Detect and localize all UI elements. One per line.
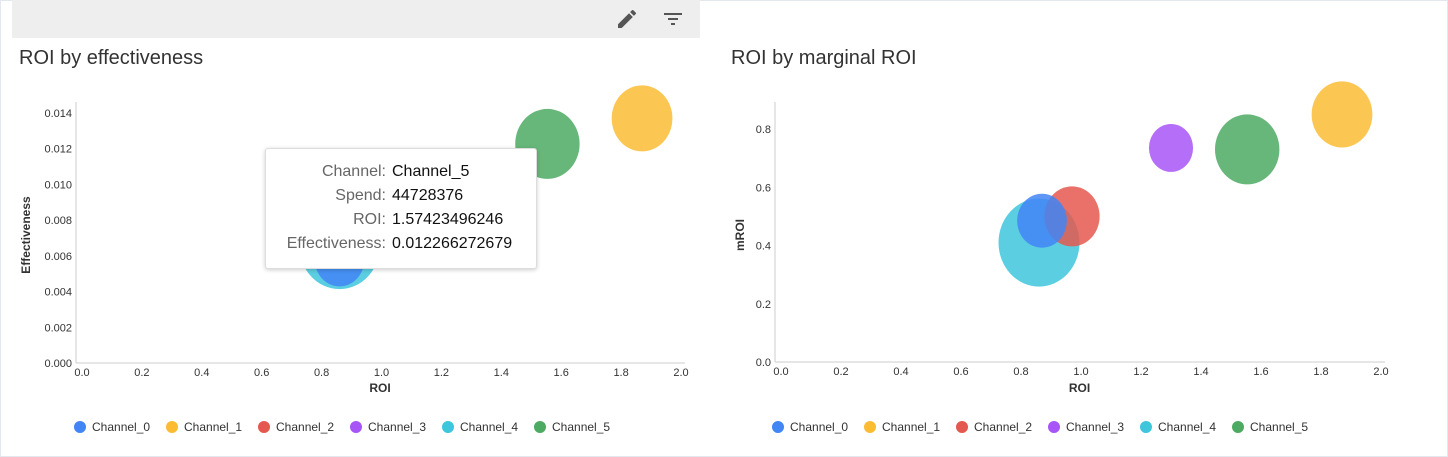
bubble-channel-1 (1311, 81, 1373, 148)
legend-label: Channel_3 (368, 420, 426, 434)
legend-label: Channel_1 (184, 420, 242, 434)
legend-label: Channel_5 (552, 420, 610, 434)
bubble-channel-3 (1148, 123, 1194, 172)
legend-label: Channel_5 (1250, 420, 1308, 434)
bubble-channel-0 (1017, 193, 1067, 248)
legend-swatch (864, 421, 876, 433)
x-tick-label: 1.8 (1313, 366, 1328, 378)
y-axis-label: mROI (733, 219, 747, 251)
y-tick-label: 0.008 (44, 215, 72, 227)
pencil-icon[interactable] (615, 7, 639, 31)
tooltip-row-channel: Channel: Channel_5 (266, 163, 536, 185)
y-tick-label: 0.002 (44, 322, 72, 334)
legend-swatch (442, 421, 454, 433)
x-tick-label: 0.6 (953, 366, 968, 378)
x-tick-label: 0.8 (314, 367, 329, 379)
legend-label: Channel_2 (276, 420, 334, 434)
bubble-channel-5 (1215, 114, 1280, 185)
y-tick-label: 0.014 (44, 108, 72, 120)
y-tick-label: 0.000 (44, 358, 72, 370)
x-tick-label: 1.0 (1073, 366, 1088, 378)
x-tick-label: 1.4 (1193, 366, 1208, 378)
filter-icon[interactable] (661, 7, 685, 31)
legend-label: Channel_0 (790, 420, 848, 434)
x-tick-label: 0.4 (194, 367, 209, 379)
x-tick-label: 0.2 (134, 367, 149, 379)
x-tick-label: 2.0 (673, 367, 688, 379)
tooltip-value: 0.012266272679 (392, 235, 513, 252)
x-axis-label: ROI (369, 381, 390, 395)
x-tick-label: 0.8 (1013, 366, 1028, 378)
tooltip: Channel: Channel_5 Spend: 44728376 ROI: 1.5… (265, 148, 537, 269)
x-tick-label: 1.2 (434, 367, 449, 379)
legend-swatch (772, 421, 784, 433)
tooltip-value: 44728376 (392, 187, 464, 204)
y-tick-label: 0.012 (44, 144, 72, 156)
x-tick-label: 0.0 (773, 366, 788, 378)
x-tick-label: 0.0 (74, 367, 89, 379)
legend-swatch (534, 421, 546, 433)
legend-label: Channel_4 (460, 420, 518, 434)
tooltip-value: Channel_5 (392, 163, 470, 180)
y-tick-label: 0.4 (756, 241, 771, 253)
legend-swatch (1048, 421, 1060, 433)
x-tick-label: 0.2 (833, 366, 848, 378)
x-tick-label: 1.6 (554, 367, 569, 379)
bubble-channel-1 (611, 85, 673, 152)
y-axis-label: Effectiveness (19, 196, 33, 274)
x-tick-label: 2.0 (1373, 366, 1388, 378)
legend-label: Channel_2 (974, 420, 1032, 434)
y-tick-label: 0.006 (44, 251, 72, 263)
legend-swatch (258, 421, 270, 433)
legend-swatch (1140, 421, 1152, 433)
x-tick-label: 1.0 (374, 367, 389, 379)
y-tick-label: 0.8 (756, 124, 771, 136)
x-axis-label: ROI (1069, 381, 1090, 395)
y-tick-label: 0.0 (756, 357, 771, 369)
legend-swatch (166, 421, 178, 433)
chart-title-effectiveness: ROI by effectiveness (19, 47, 204, 69)
x-tick-label: 1.6 (1253, 366, 1268, 378)
legend-swatch (74, 421, 86, 433)
y-tick-label: 0.004 (44, 287, 72, 299)
y-tick-label: 0.2 (756, 299, 771, 311)
chart-toolbar (12, 0, 700, 38)
legend-label: Channel_0 (92, 420, 150, 434)
chart-title-marginal-roi: ROI by marginal ROI (731, 47, 917, 69)
tooltip-row-effectiveness: Effectiveness: 0.012266272679 (266, 235, 536, 257)
legend-swatch (1232, 421, 1244, 433)
x-tick-label: 0.4 (893, 366, 908, 378)
tooltip-value: 1.57423496246 (392, 211, 504, 228)
legend-swatch (956, 421, 968, 433)
x-tick-label: 1.8 (613, 367, 628, 379)
x-tick-label: 0.6 (254, 367, 269, 379)
tooltip-key: Channel: (321, 163, 386, 180)
legend-label: Channel_4 (1158, 420, 1216, 434)
tooltip-row-spend: Spend: 44728376 (266, 187, 536, 209)
legend-label: Channel_3 (1066, 420, 1124, 434)
y-tick-label: 0.6 (756, 182, 771, 194)
x-tick-label: 1.2 (1133, 366, 1148, 378)
y-tick-label: 0.010 (44, 179, 72, 191)
x-tick-label: 1.4 (494, 367, 509, 379)
legend-label: Channel_1 (882, 420, 940, 434)
tooltip-key: Spend: (335, 187, 386, 204)
tooltip-key: Effectiveness: (286, 235, 386, 252)
tooltip-row-roi: ROI: 1.57423496246 (266, 211, 536, 233)
legend-swatch (350, 421, 362, 433)
tooltip-key: ROI: (353, 211, 386, 228)
